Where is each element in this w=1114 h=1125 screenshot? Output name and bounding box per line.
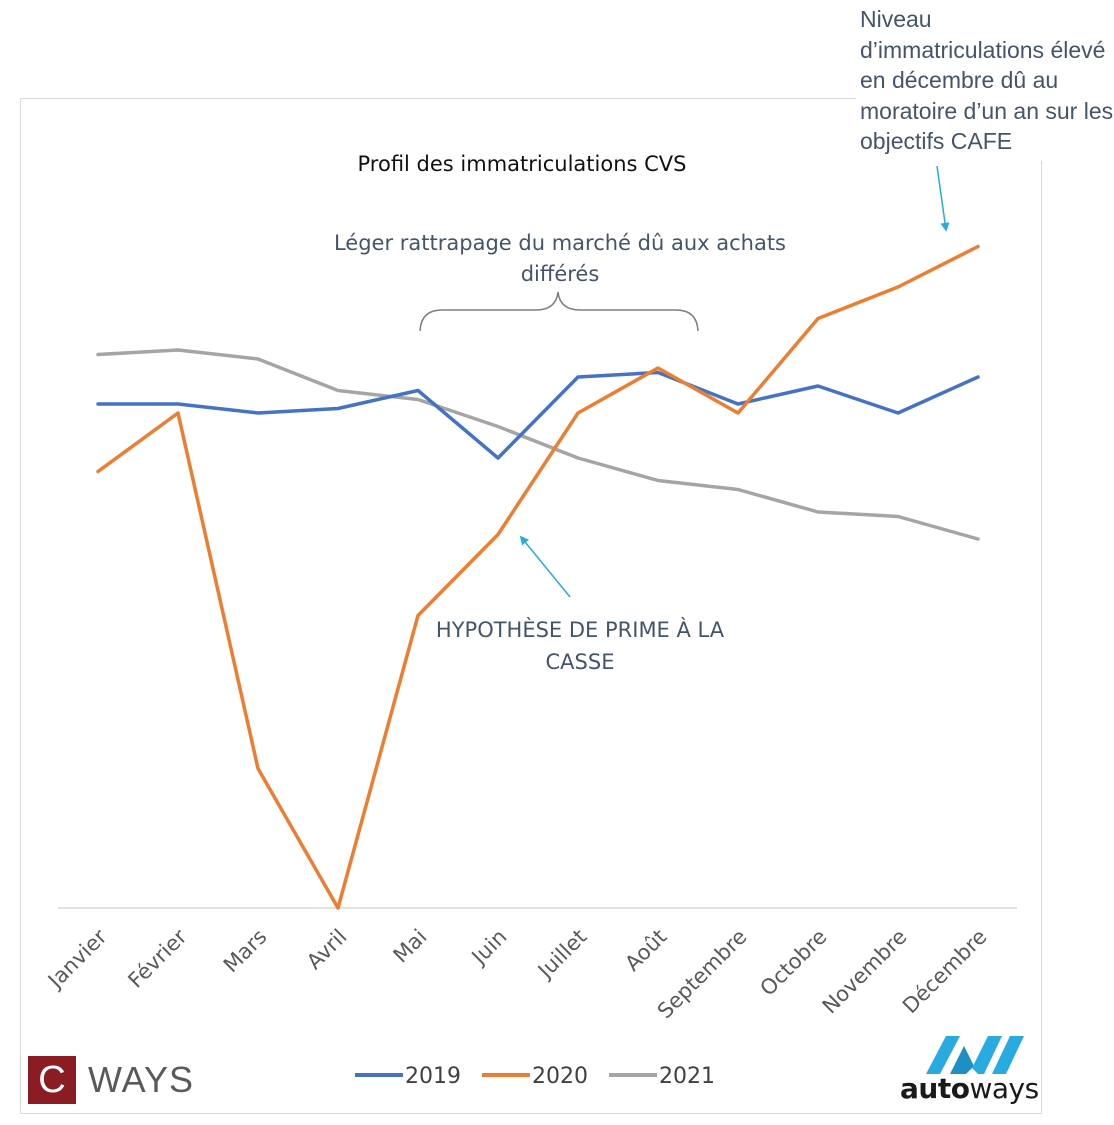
cafe-arrow (936, 165, 950, 232)
rattrapage-brace (419, 291, 699, 332)
x-tick-label: Juillet (532, 925, 592, 985)
cways-logo: C WAYS (28, 1056, 194, 1104)
legend-label-2021: 2021 (659, 1064, 715, 1089)
x-tick-label: Mars (219, 925, 272, 978)
series-line-2020 (96, 244, 980, 910)
x-tick-label: Février (123, 924, 191, 992)
prime-arrow (519, 535, 571, 598)
chart-title: Profil des immatriculations CVS (357, 152, 687, 176)
legend-label-2020: 2020 (532, 1064, 588, 1089)
chart-frame (20, 98, 1042, 1114)
x-tick-label: Novembre (818, 925, 912, 1019)
x-tick-label: Avril (302, 925, 351, 974)
x-tick-label: Août (620, 925, 671, 976)
x-tick-label: Mai (389, 925, 432, 968)
cways-logo-mark: C (28, 1056, 76, 1104)
annotation-rattrapage: Léger rattrapage du marché dû aux achats… (333, 231, 787, 286)
cways-logo-text: WAYS (88, 1059, 195, 1100)
x-tick-label: Janvier (42, 924, 112, 994)
x-tick-label: Juin (466, 925, 512, 971)
legend-label-2019: 2019 (405, 1064, 461, 1089)
autoways-logo-text: autoways (900, 1072, 1039, 1105)
x-tick-label: Octobre (755, 925, 831, 1001)
x-tick-label: Décembre (898, 925, 992, 1019)
autoways-logo-mark (926, 1036, 1024, 1074)
annotation-prime-casse: HYPOTHÈSE DE PRIME À LA CASSE (435, 618, 725, 674)
series-line-2021 (96, 348, 980, 541)
series-line-2019 (96, 370, 980, 460)
autoways-logo: autoways (898, 1032, 1039, 1108)
annotation-cafe: Niveau d’immatriculations élevé en décem… (856, 4, 1114, 161)
